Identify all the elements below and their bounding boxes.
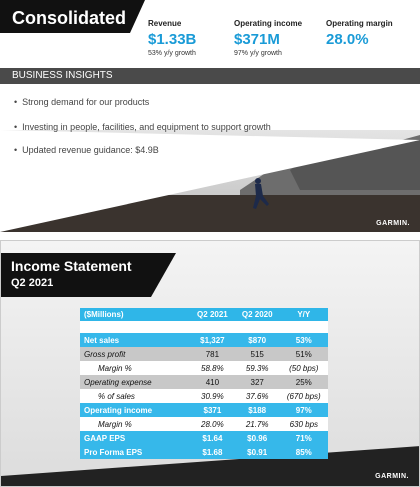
table-cell: 327 bbox=[234, 375, 280, 389]
table-cell: Pro Forma EPS bbox=[80, 445, 190, 459]
bullet-text: Strong demand for our products bbox=[22, 97, 150, 107]
table-row: % of sales 30.9% 37.6% (670 bps) bbox=[80, 389, 328, 403]
table-cell: 781 bbox=[190, 347, 235, 361]
metric-sub: 53% y/y growth bbox=[148, 50, 196, 57]
bullet: • Investing in people, facilities, and e… bbox=[14, 122, 271, 132]
income-table: ($Millions) Q2 2021 Q2 2020 Y/Y Net sales $1,… bbox=[80, 308, 328, 459]
table-cell: 58.8% bbox=[190, 361, 235, 375]
metric-sub: 97% y/y growth bbox=[234, 50, 282, 57]
table-cell: 21.7% bbox=[234, 417, 280, 431]
table-cell: Q2 2021 bbox=[190, 308, 235, 321]
table-cell: 53% bbox=[279, 333, 328, 347]
slide-subtitle: Q2 2021 bbox=[11, 277, 54, 289]
logo: GARMIN. bbox=[375, 473, 409, 480]
table-cell: $371 bbox=[190, 403, 235, 417]
logo: GARMIN. bbox=[376, 220, 410, 227]
table-cell: 630 bps bbox=[279, 417, 328, 431]
table-cell: 30.9% bbox=[190, 389, 235, 403]
table-row: Operating income $371 $188 97% bbox=[80, 403, 328, 417]
table-cell: $1.68 bbox=[190, 445, 235, 459]
slide-title: Consolidated bbox=[12, 8, 127, 28]
table-cell: 59.3% bbox=[234, 361, 280, 375]
table-cell: 71% bbox=[279, 431, 328, 445]
table-cell: Margin % bbox=[80, 417, 190, 431]
table-cell: $870 bbox=[234, 333, 280, 347]
metric: Revenue $1.33B 53% y/y growth bbox=[148, 19, 196, 57]
table-cell: (670 bps) bbox=[279, 389, 328, 403]
table-cell: GAAP EPS bbox=[80, 431, 190, 445]
table-cell: Gross profit bbox=[80, 347, 190, 361]
table-row: Margin % 28.0% 21.7% 630 bps bbox=[80, 417, 328, 431]
table-cell: $0.96 bbox=[234, 431, 280, 445]
table-cell: Net sales bbox=[80, 333, 190, 347]
table-cell: (50 bps) bbox=[279, 361, 328, 375]
table-cell: Q2 2020 bbox=[234, 308, 280, 321]
table-spacer bbox=[80, 321, 328, 333]
table-cell: 85% bbox=[279, 445, 328, 459]
table-cell: Operating expense bbox=[80, 375, 190, 389]
table-row: Gross profit 781 515 51% bbox=[80, 347, 328, 361]
table-row: Pro Forma EPS $1.68 $0.91 85% bbox=[80, 445, 328, 459]
table-cell: 37.6% bbox=[234, 389, 280, 403]
slide-title: Income Statement bbox=[11, 258, 132, 274]
table-cell: 97% bbox=[279, 403, 328, 417]
section-title: BUSINESS INSIGHTS bbox=[12, 70, 113, 81]
metric-value: 28.0% bbox=[326, 31, 369, 48]
table-cell: 51% bbox=[279, 347, 328, 361]
metric-value: $371M bbox=[234, 31, 280, 48]
slide-1: Consolidated Revenue $1.33B 53% y/y grow… bbox=[0, 0, 420, 232]
metric: Operating margin 28.0% bbox=[326, 19, 393, 48]
table-cell: % of sales bbox=[80, 389, 190, 403]
metric-label: Operating margin bbox=[326, 19, 393, 28]
metric-value: $1.33B bbox=[148, 31, 197, 48]
table-cell: 28.0% bbox=[190, 417, 235, 431]
table-cell: 410 bbox=[190, 375, 235, 389]
table-cell: $0.91 bbox=[234, 445, 280, 459]
table-row: GAAP EPS $1.64 $0.96 71% bbox=[80, 431, 328, 445]
table-row: Net sales $1,327 $870 53% bbox=[80, 333, 328, 347]
table-cell: $188 bbox=[234, 403, 280, 417]
bullet: • Updated revenue guidance: $4.9B bbox=[14, 145, 159, 155]
metric-label: Operating income bbox=[234, 19, 303, 28]
table-row: ($Millions) Q2 2021 Q2 2020 Y/Y bbox=[80, 308, 328, 321]
metric: Operating income $371M 97% y/y growth bbox=[234, 19, 302, 57]
table-cell: $1.64 bbox=[190, 431, 235, 445]
table-row: Operating expense 410 327 25% bbox=[80, 375, 328, 389]
table-cell: Y/Y bbox=[279, 308, 328, 321]
table-row: Margin % 58.8% 59.3% (50 bps) bbox=[80, 361, 328, 375]
table-cell: 25% bbox=[279, 375, 328, 389]
table-cell: Margin % bbox=[80, 361, 190, 375]
bullet-text: Updated revenue guidance: $4.9B bbox=[22, 145, 159, 155]
bullet-text: Investing in people, facilities, and equ… bbox=[22, 122, 271, 132]
table-cell: ($Millions) bbox=[80, 308, 190, 321]
table-cell: 515 bbox=[234, 347, 280, 361]
bullet: • Strong demand for our products bbox=[14, 97, 150, 107]
metric-label: Revenue bbox=[148, 19, 182, 28]
slide-1-art bbox=[0, 0, 420, 232]
table-cell: Operating income bbox=[80, 403, 190, 417]
table-cell: $1,327 bbox=[190, 333, 235, 347]
